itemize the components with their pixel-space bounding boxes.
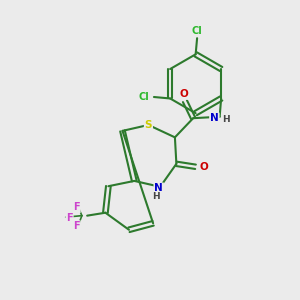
Text: Cl: Cl — [139, 92, 150, 102]
Text: F: F — [66, 213, 73, 223]
Text: F: F — [73, 202, 80, 212]
Text: O: O — [199, 162, 208, 172]
Text: Cl: Cl — [192, 26, 203, 36]
Text: H: H — [222, 115, 230, 124]
Text: N: N — [210, 113, 219, 123]
Text: O: O — [179, 89, 188, 99]
Text: F: F — [73, 221, 80, 231]
Text: S: S — [145, 120, 152, 130]
Text: H: H — [152, 192, 160, 201]
Text: N: N — [154, 183, 163, 193]
